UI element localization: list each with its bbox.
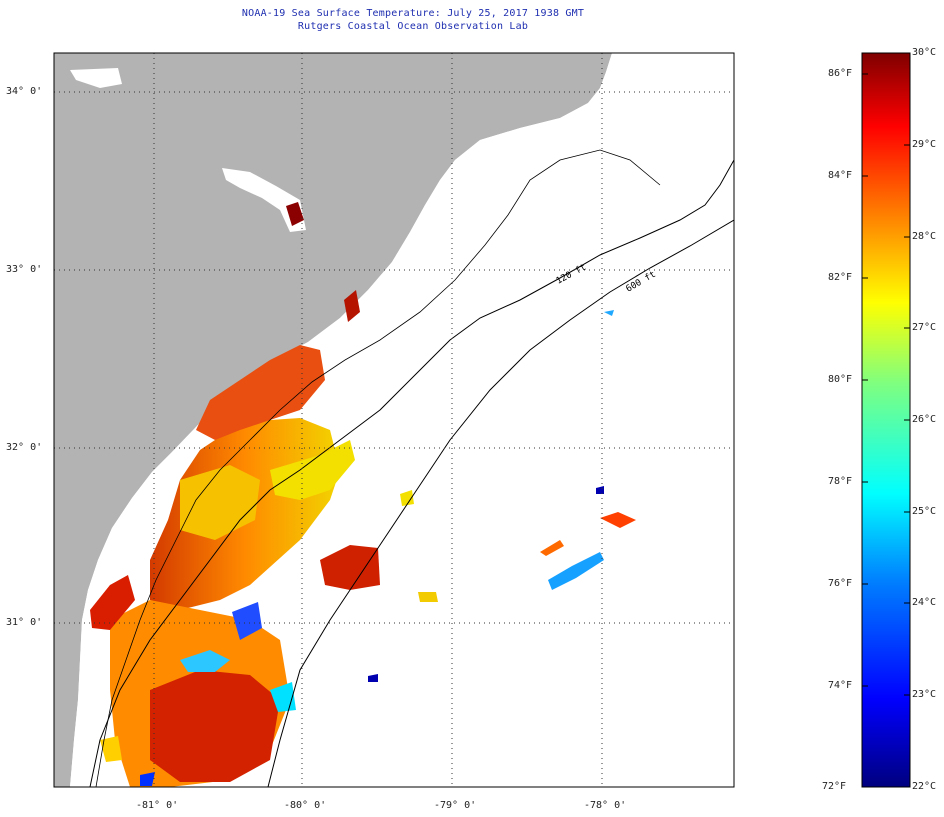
colorbar-f-label: 72°F — [822, 781, 847, 792]
graticule — [54, 53, 734, 787]
colorbar-f-label: 84°F — [828, 170, 853, 181]
colorbar-c-label: 29°C — [912, 139, 937, 150]
sst-cool-patches — [140, 310, 614, 786]
colorbar-f-label: 74°F — [828, 680, 853, 691]
coastline — [95, 149, 661, 787]
sst-warm-region — [90, 345, 380, 787]
colorbar-ticks — [862, 73, 910, 696]
sst-offshore-bits — [100, 202, 636, 762]
colorbar-c-label: 26°C — [912, 414, 937, 425]
land-area — [54, 53, 612, 787]
colorbar-f-label: 80°F — [828, 374, 853, 385]
colorbar-gradient — [861, 52, 911, 788]
colorbar-c-label: 22°C — [912, 781, 937, 792]
lon-tick-label: -79° 0' — [434, 800, 477, 811]
lon-tick-label: -80° 0' — [284, 800, 327, 811]
colorbar-c-label: 27°C — [912, 322, 937, 333]
lon-tick-label: -81° 0' — [136, 800, 179, 811]
lat-tick-label: 33° 0' — [6, 264, 43, 275]
title-line-2: Rutgers Coastal Ocean Observation Lab — [297, 21, 529, 32]
contour-600ft — [267, 219, 734, 787]
colorbar-f-label: 76°F — [828, 578, 853, 589]
colorbar-c-label: 30°C — [912, 47, 937, 58]
colorbar-c-label: 24°C — [912, 597, 937, 608]
cloud-patch — [70, 68, 306, 232]
colorbar-f-label: 82°F — [828, 272, 853, 283]
lat-tick-label: 31° 0' — [6, 617, 43, 628]
contour-120ft — [89, 159, 734, 787]
lat-tick-label: 32° 0' — [6, 442, 43, 453]
map-frame — [53, 52, 735, 788]
colorbar-c-label: 23°C — [912, 689, 937, 700]
colorbar-f-label: 78°F — [828, 476, 853, 487]
title-line-1: NOAA-19 Sea Surface Temperature: July 25… — [241, 8, 585, 19]
colorbar-c-label: 25°C — [912, 506, 937, 517]
colorbar-f-label: 86°F — [828, 68, 853, 79]
colorbar-c-label: 28°C — [912, 231, 937, 242]
lon-tick-label: -78° 0' — [584, 800, 627, 811]
lat-tick-label: 34° 0' — [6, 86, 43, 97]
